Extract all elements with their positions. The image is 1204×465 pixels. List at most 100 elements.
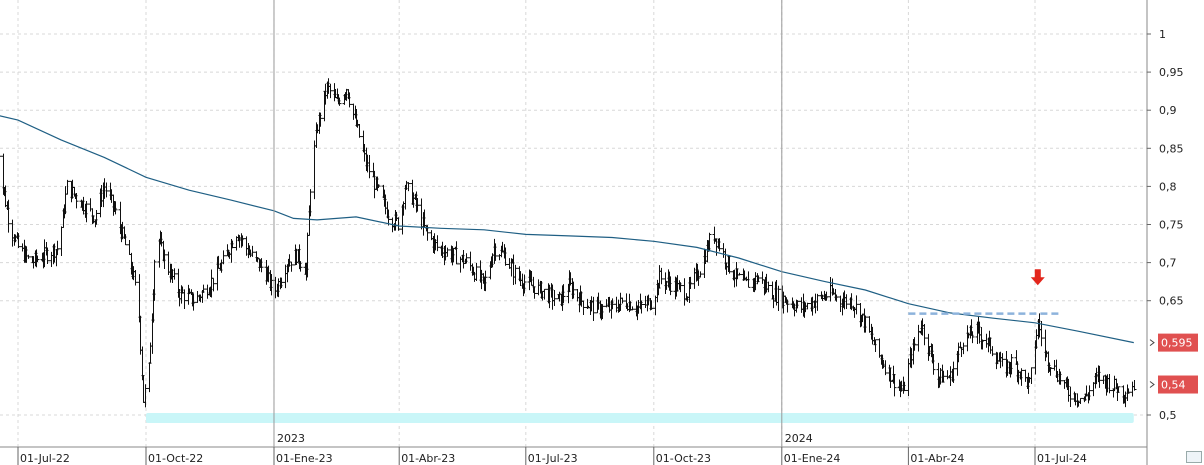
price-bar <box>620 297 625 304</box>
price-bar <box>863 315 868 333</box>
price-bar <box>643 295 648 309</box>
price-bar <box>1062 380 1067 389</box>
price-bar <box>35 255 40 263</box>
price-bar <box>776 285 781 312</box>
price-bar <box>464 253 469 264</box>
x-tick-label: 01-Oct-22 <box>148 452 203 465</box>
price-bar <box>312 140 317 200</box>
price-bar <box>1132 380 1137 391</box>
price-bar <box>1048 367 1053 376</box>
price-bar <box>240 235 245 247</box>
price-bar <box>916 324 921 352</box>
price-bar <box>799 297 804 313</box>
price-bar <box>59 226 64 257</box>
badge-pointer-icon <box>1149 339 1155 347</box>
price-bar <box>941 370 946 383</box>
price-bar <box>143 384 148 408</box>
price-bar <box>746 271 751 288</box>
price-bar <box>152 259 157 301</box>
price-bar <box>877 338 882 358</box>
price-bar <box>415 197 420 212</box>
last-value-badge: 0,54 <box>1149 375 1198 394</box>
y-tick-label: 0,65 <box>1159 295 1184 308</box>
price-bar <box>591 296 596 322</box>
price-bar <box>668 276 673 296</box>
price-bar <box>854 295 859 315</box>
price-bar <box>873 339 878 353</box>
price-bar <box>186 284 191 305</box>
x-tick-label: 01-Ene-24 <box>784 452 841 465</box>
price-bar <box>1116 386 1121 393</box>
moving-average-line <box>0 115 1134 344</box>
x-tick-label: 01-Jul-24 <box>1037 452 1087 465</box>
price-bar <box>166 251 171 276</box>
price-bar <box>221 250 226 265</box>
x-tick-label: 01-Abr-24 <box>910 452 964 465</box>
price-bar <box>127 240 132 256</box>
price-bar <box>678 282 683 293</box>
price-bar <box>990 346 995 357</box>
price-bar <box>824 291 829 301</box>
price-bar <box>536 279 541 296</box>
price-bar <box>16 233 21 249</box>
price-bar <box>688 276 693 289</box>
badge-value: 0,595 <box>1161 337 1193 350</box>
y-tick-label: 0,5 <box>1159 409 1177 422</box>
price-bar <box>984 333 989 348</box>
price-bar <box>1009 353 1014 375</box>
price-bar <box>26 254 31 259</box>
price-bar <box>1068 386 1073 407</box>
chart-options-button[interactable] <box>1186 451 1202 463</box>
price-bar <box>707 232 712 252</box>
x-tick-label: 01-Oct-23 <box>656 452 711 465</box>
badge-value: 0,54 <box>1161 379 1186 392</box>
price-bar <box>1107 373 1112 394</box>
price-bar <box>65 179 70 195</box>
x-tick-label: 01-Jul-22 <box>20 452 70 465</box>
price-bar <box>493 243 498 261</box>
price-bar <box>1091 382 1096 397</box>
price-bar <box>692 267 697 289</box>
price-bar <box>1097 365 1102 388</box>
price-bar <box>760 271 765 284</box>
price-bar <box>172 268 177 280</box>
price-bar <box>852 307 857 318</box>
price-bar <box>454 241 459 265</box>
annotation-layer <box>908 269 1062 315</box>
price-bar <box>503 247 508 266</box>
price-bar <box>639 300 644 314</box>
price-bar <box>649 300 654 310</box>
price-bar <box>45 247 50 264</box>
price-bar <box>318 112 323 127</box>
price-bar <box>308 189 313 217</box>
price-bar <box>201 284 206 293</box>
price-bar <box>250 245 255 257</box>
price-bar <box>298 261 303 272</box>
price-bar <box>867 316 872 333</box>
price-bar <box>630 306 635 311</box>
price-bar <box>6 199 11 233</box>
price-bar <box>137 274 142 323</box>
price-bar <box>211 277 216 292</box>
badge-pointer-icon <box>1149 381 1155 388</box>
price-bar <box>795 300 800 309</box>
y-tick-label: 0,75 <box>1159 219 1184 232</box>
y-tick-label: 0,9 <box>1159 104 1177 117</box>
price-bar <box>961 342 966 355</box>
price-bar <box>10 219 15 247</box>
price-bar <box>1130 381 1135 397</box>
price-bar <box>104 182 109 198</box>
price-bar <box>892 373 897 397</box>
price-bar <box>1029 367 1034 385</box>
price-bar <box>474 262 479 281</box>
price-bar <box>74 193 79 209</box>
price-bar <box>367 154 372 179</box>
year-label: 2023 <box>277 432 305 445</box>
price-bar <box>283 264 288 289</box>
price-bar <box>980 339 985 350</box>
price-bar <box>445 247 450 257</box>
price-bar <box>815 293 820 311</box>
